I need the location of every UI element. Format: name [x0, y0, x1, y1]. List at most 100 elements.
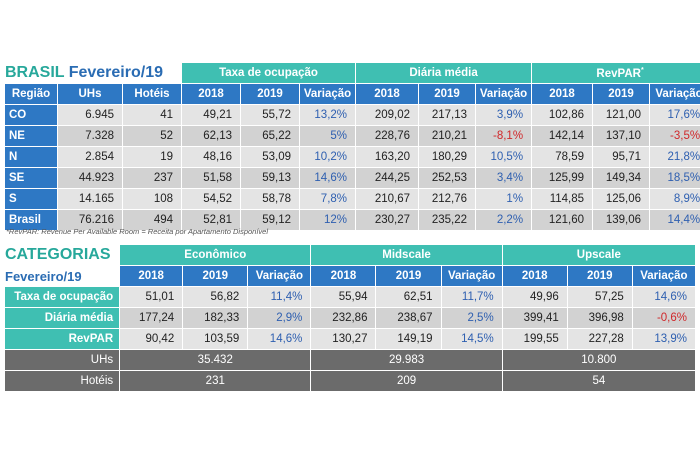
brasil-col-header: Região — [5, 84, 57, 104]
table-cell: 65,22 — [241, 126, 299, 146]
table-cell: 41 — [123, 105, 181, 125]
table-cell: 55,72 — [241, 105, 299, 125]
table-cell: 238,67 — [376, 308, 441, 328]
table-cell: 78,59 — [532, 147, 593, 167]
region-label: N — [5, 147, 57, 167]
brasil-col-header: Variação — [300, 84, 356, 104]
categorias-col-header: Variação — [632, 266, 695, 286]
brasil-col-header: 2018 — [356, 84, 419, 104]
table-cell: 199,55 — [502, 329, 567, 349]
categorias-column-headers: Fevereiro/19 2018 2019 Variação 2018 2019 Var… — [5, 266, 695, 286]
categorias-col-header: 2018 — [311, 266, 376, 286]
variation-cell: 10,5% — [476, 147, 532, 167]
table-cell: 139,06 — [593, 210, 650, 230]
group-header-revpar: RevPAR* — [532, 63, 700, 83]
table-cell: 114,85 — [532, 189, 593, 209]
table-cell: 59,12 — [241, 210, 299, 230]
hoteis-value: 231 — [120, 371, 311, 391]
variation-cell: 2,2% — [476, 210, 532, 230]
table-cell: 76.216 — [58, 210, 122, 230]
variation-cell: 2,9% — [248, 308, 311, 328]
hoteis-value: 54 — [502, 371, 695, 391]
variation-cell: 13,9% — [632, 329, 695, 349]
table-cell: 54,52 — [182, 189, 240, 209]
categorias-col-header: 2018 — [120, 266, 183, 286]
table-cell: 90,42 — [120, 329, 183, 349]
categorias-subtitle: Fevereiro/19 — [5, 266, 120, 286]
table-cell: 137,10 — [593, 126, 650, 146]
variation-cell: 11,4% — [248, 287, 311, 307]
table-cell: 125,06 — [593, 189, 650, 209]
table-cell: 210,21 — [419, 126, 476, 146]
table-cell: 108 — [123, 189, 181, 209]
variation-cell: 5% — [300, 126, 356, 146]
table-cell: 244,25 — [356, 168, 419, 188]
brasil-title-label: BRASIL — [5, 64, 65, 81]
table-cell: 209,02 — [356, 105, 419, 125]
revpar-footnote: *RevPAR: Revenue Per Available Room = Re… — [6, 227, 269, 236]
table-cell: 180,29 — [419, 147, 476, 167]
brasil-col-header: 2018 — [182, 84, 240, 104]
table-cell: 252,53 — [419, 168, 476, 188]
table-cell: 130,27 — [311, 329, 376, 349]
table-row: Brasil 76.216 494 52,81 59,12 12% 230,27 235,22… — [5, 210, 700, 230]
variation-cell: 21,8% — [650, 147, 700, 167]
brasil-col-header: 2019 — [593, 84, 650, 104]
table-row: NE 7.328 52 62,13 65,22 5% 228,76 210,21 -8,1% 14… — [5, 126, 700, 146]
metric-label: RevPAR — [5, 329, 120, 349]
variation-cell: 12% — [300, 210, 356, 230]
brasil-title-month: Fevereiro/19 — [64, 64, 163, 81]
table-cell: 53,09 — [241, 147, 299, 167]
table-cell: 95,71 — [593, 147, 650, 167]
table-cell: 227,28 — [567, 329, 632, 349]
table-row-uhs: UHs 35.432 29.983 10.800 — [5, 350, 695, 370]
table-cell: 125,99 — [532, 168, 593, 188]
group-header-midscale: Midscale — [311, 245, 502, 265]
table-cell: 230,27 — [356, 210, 419, 230]
brasil-column-headers: Região UHs Hotéis 2018 2019 Variação 2018 2019 V… — [5, 84, 700, 104]
variation-cell: 3,4% — [476, 168, 532, 188]
table-row: CO 6.945 41 49,21 55,72 13,2% 209,02 217,13 3,9%… — [5, 105, 700, 125]
table-row: S 14.165 108 54,52 58,78 7,8% 210,67 212,76 1% 11… — [5, 189, 700, 209]
variation-cell: 14,6% — [300, 168, 356, 188]
table-cell: 232,86 — [311, 308, 376, 328]
table-cell: 55,94 — [311, 287, 376, 307]
table-cell: 62,13 — [182, 126, 240, 146]
variation-cell: -3,5% — [650, 126, 700, 146]
table-cell: 49,96 — [502, 287, 567, 307]
brasil-col-header: 2018 — [532, 84, 593, 104]
table-cell: 396,98 — [567, 308, 632, 328]
table-cell: 103,59 — [183, 329, 248, 349]
variation-cell: 14,5% — [441, 329, 502, 349]
table-cell: 58,78 — [241, 189, 299, 209]
table-cell: 51,01 — [120, 287, 183, 307]
table-cell: 121,60 — [532, 210, 593, 230]
hoteis-value: 209 — [311, 371, 502, 391]
table-cell: 44.923 — [58, 168, 122, 188]
variation-cell: 10,2% — [300, 147, 356, 167]
region-label: S — [5, 189, 57, 209]
table-cell: 149,19 — [376, 329, 441, 349]
variation-cell: 14,6% — [632, 287, 695, 307]
variation-cell: 18,5% — [650, 168, 700, 188]
table-row: N 2.854 19 48,16 53,09 10,2% 163,20 180,29 10,5%… — [5, 147, 700, 167]
group-header-revpar-label: RevPAR — [596, 67, 641, 80]
table-cell: 52,81 — [182, 210, 240, 230]
table-cell: 19 — [123, 147, 181, 167]
categorias-col-header: 2018 — [502, 266, 567, 286]
table-cell: 2.854 — [58, 147, 122, 167]
variation-cell: 13,2% — [300, 105, 356, 125]
variation-cell: 3,9% — [476, 105, 532, 125]
table-cell: 121,00 — [593, 105, 650, 125]
uhs-label: UHs — [5, 350, 120, 370]
table-cell: 52 — [123, 126, 181, 146]
categorias-table: CATEGORIAS Econômico Midscale Upscale Fe… — [4, 244, 696, 392]
variation-cell: 2,5% — [441, 308, 502, 328]
variation-cell: 17,6% — [650, 105, 700, 125]
table-cell: 163,20 — [356, 147, 419, 167]
table-cell: 51,58 — [182, 168, 240, 188]
table-row: RevPAR 90,42 103,59 14,6% 130,27 149,19 14,5% 1… — [5, 329, 695, 349]
table-cell: 212,76 — [419, 189, 476, 209]
revpar-footnote-mark: * — [640, 66, 644, 74]
table-cell: 57,25 — [567, 287, 632, 307]
